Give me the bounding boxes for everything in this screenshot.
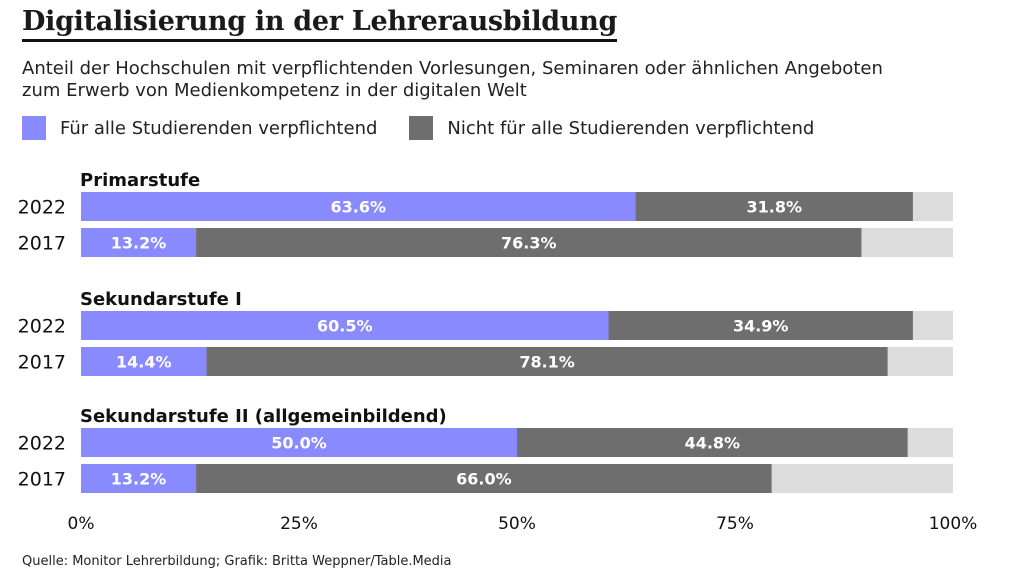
year-label: 2022 — [18, 433, 66, 455]
bar-mandatory-all — [81, 228, 197, 257]
data-label: 31.8% — [746, 198, 802, 217]
bar-mandatory-all — [81, 347, 207, 376]
data-label: 78.1% — [519, 353, 575, 372]
bar-not-all — [196, 464, 772, 493]
group-label: Sekundarstufe I — [80, 289, 242, 310]
legend-swatch-mandatory — [22, 116, 46, 140]
bar-mandatory-all — [81, 311, 609, 340]
source-note: Quelle: Monitor Lehrerbildung; Grafik: B… — [22, 554, 452, 569]
year-label: 2017 — [18, 233, 66, 255]
data-label: 60.5% — [317, 317, 373, 336]
x-tick-label: 100% — [929, 514, 978, 534]
legend-label-not-all: Nicht für alle Studierenden verpflichten… — [447, 117, 815, 139]
legend: Für alle Studierenden verpflichtend Nich… — [22, 116, 846, 140]
bar-not-all — [635, 192, 913, 221]
group-label: Primarstufe — [80, 170, 200, 191]
legend-label-mandatory: Für alle Studierenden verpflichtend — [60, 117, 378, 139]
bar-not-all — [517, 428, 908, 457]
bar-not-all — [206, 347, 888, 376]
data-label: 13.2% — [111, 234, 167, 253]
data-label: 66.0% — [456, 470, 512, 489]
year-label: 2022 — [18, 316, 66, 338]
x-tick-label: 0% — [68, 514, 95, 534]
legend-item-not-all: Nicht für alle Studierenden verpflichten… — [409, 116, 814, 140]
chart-title: Digitalisierung in der Lehrerausbildung — [22, 6, 617, 42]
data-label: 13.2% — [111, 470, 167, 489]
bar-mandatory-all — [81, 428, 517, 457]
data-label: 14.4% — [116, 353, 172, 372]
year-label: 2017 — [18, 469, 66, 491]
data-label: 44.8% — [685, 434, 741, 453]
year-label: 2022 — [18, 197, 66, 219]
legend-swatch-not-all — [409, 116, 434, 140]
year-label: 2017 — [18, 352, 66, 374]
data-label: 63.6% — [331, 198, 387, 217]
x-tick-label: 75% — [716, 514, 754, 534]
x-tick-label: 25% — [280, 514, 318, 534]
group-label: Sekundarstufe II (allgemeinbildend) — [80, 406, 447, 427]
x-tick-label: 50% — [498, 514, 536, 534]
data-label: 50.0% — [271, 434, 327, 453]
data-label: 76.3% — [501, 234, 557, 253]
legend-item-mandatory: Für alle Studierenden verpflichtend — [22, 116, 377, 140]
bar-not-all — [196, 228, 862, 257]
bar-mandatory-all — [81, 192, 636, 221]
chart-subtitle: Anteil der Hochschulen mit verpflichtend… — [22, 58, 883, 101]
bar-not-all — [608, 311, 913, 340]
data-label: 34.9% — [733, 317, 789, 336]
bar-mandatory-all — [81, 464, 197, 493]
